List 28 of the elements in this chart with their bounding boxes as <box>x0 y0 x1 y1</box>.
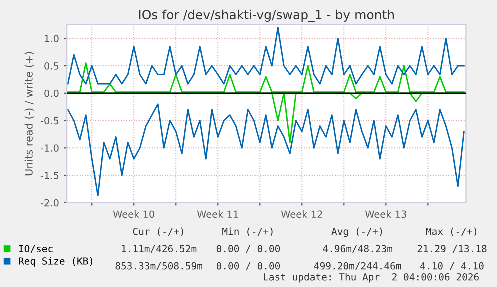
text: 0.00 / 0.00 <box>216 245 280 254</box>
chart-title: IOs for /dev/shakti-vg/swap_1 - by month <box>139 10 394 22</box>
text: Min (-/+) <box>222 228 273 236</box>
y-tick-label: -2.0 <box>40 199 59 207</box>
text: 499.20m/244.46m <box>314 262 402 271</box>
x-tick-label: Week 12 <box>281 210 322 218</box>
y-axis-title: Units read (-) / write (+) <box>24 52 34 176</box>
text: 1.11m/426.52m <box>122 245 197 254</box>
text: Max (-/+) <box>426 228 477 236</box>
y-tick-label: 0.5 <box>44 62 59 70</box>
text: 4.10 / 4.10 <box>420 262 484 271</box>
text: Cur (-/+) <box>133 228 184 236</box>
text: 0.00 / 0.00 <box>216 262 280 271</box>
text: 853.33m/508.59m <box>116 262 202 271</box>
text: 21.29 /13.18 <box>418 245 487 254</box>
x-tick-label: Week 13 <box>365 210 406 218</box>
x-tick-label: Week 11 <box>197 210 238 218</box>
legend-label: Req Size (KB) <box>19 257 93 267</box>
y-tick-label: -1.0 <box>40 144 59 152</box>
y-tick-label: 1.0 <box>45 35 59 42</box>
x-tick-label: Week 10 <box>113 210 155 218</box>
text: 4.96m/48.23m <box>323 245 392 254</box>
y-tick-label: -1.5 <box>40 172 59 180</box>
y-tick-label: 0.0 <box>44 90 59 98</box>
y-tick-label: -0.5 <box>40 117 59 125</box>
legend-label: IO/sec <box>19 245 53 254</box>
text: Avg (-/+) <box>332 228 382 238</box>
text: Last update: Thu Apr 2 04:00:06 2026 <box>264 273 479 283</box>
